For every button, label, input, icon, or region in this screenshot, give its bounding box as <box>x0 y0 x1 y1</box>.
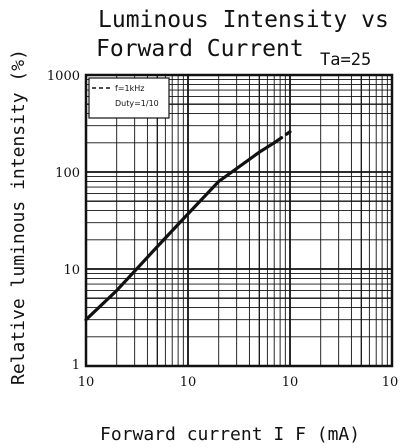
legend-text-2: Duty=1/10 <box>115 99 159 108</box>
legend: f=1kHz Duty=1/10 <box>88 77 170 119</box>
y-axis-label: Relative luminous intensity (%) <box>8 49 29 385</box>
plot-frame <box>84 73 394 368</box>
chart-title-line1: Luminous Intensity vs <box>98 7 389 33</box>
series-line <box>84 141 276 322</box>
y-tick-10: 10 <box>63 263 80 278</box>
x-tick-10-0: 10 <box>78 375 95 390</box>
x-axis-label: Forward current I F (mA) <box>100 424 360 445</box>
chart-title-line2: Forward Current <box>96 36 304 62</box>
y-tick-1000: 1000 <box>47 69 80 84</box>
x-tick-10-2: 10 <box>282 375 299 390</box>
legend-box <box>88 77 170 119</box>
condition-label: Ta=25 <box>320 50 371 70</box>
series-layer <box>84 130 292 322</box>
y-tick-1: 1 <box>72 358 80 373</box>
y-tick-100: 100 <box>55 166 80 181</box>
series-line-dashed <box>272 130 292 145</box>
x-tick-10-1: 10 <box>180 375 197 390</box>
x-tick-10-3: 10 <box>382 375 399 390</box>
grid <box>86 75 392 366</box>
legend-text-1: f=1kHz <box>115 84 144 93</box>
